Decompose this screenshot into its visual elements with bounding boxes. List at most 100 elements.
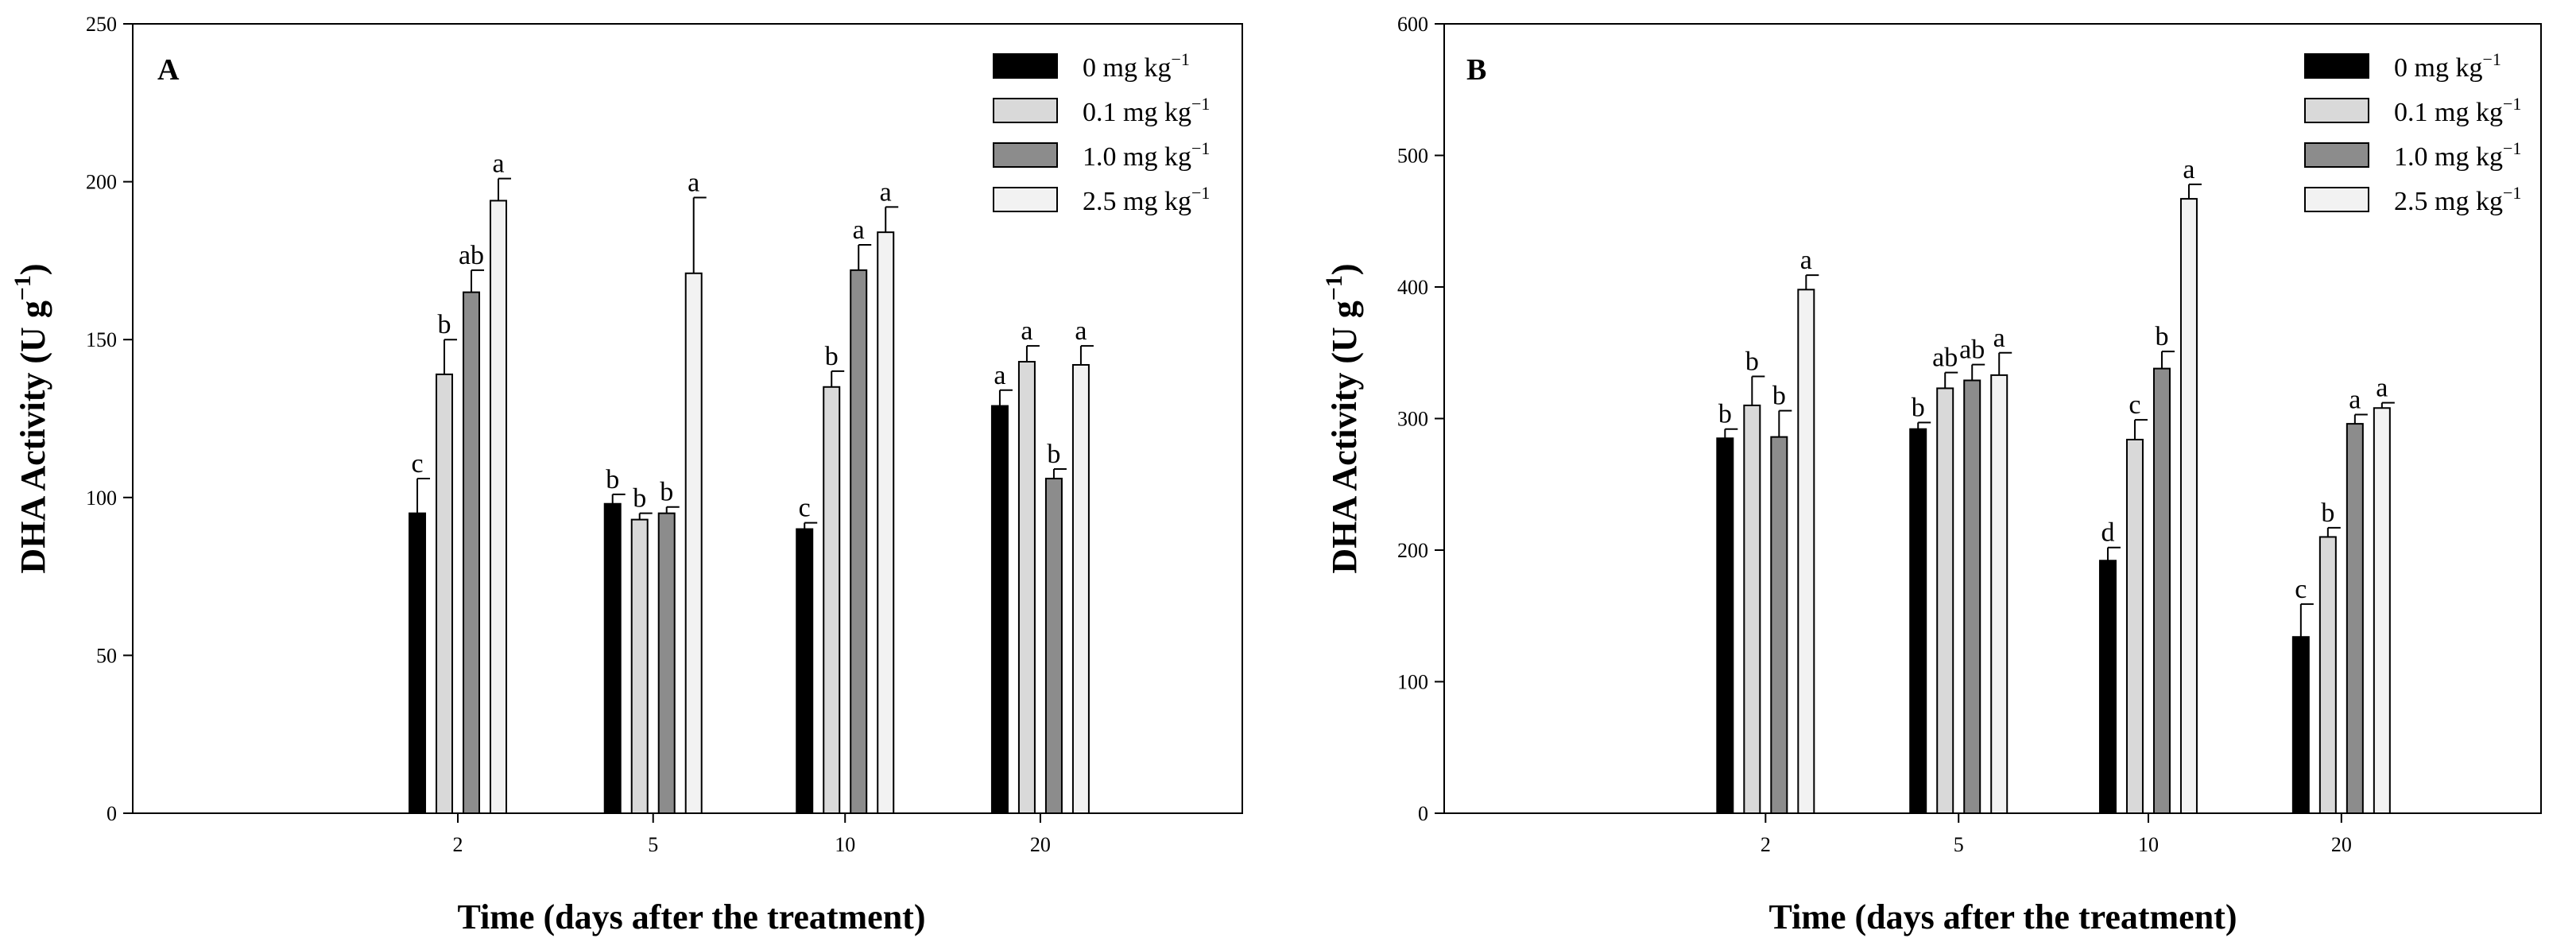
y-tick-label: 200 [86, 171, 117, 194]
significance-letter: b [825, 342, 839, 371]
legend-entry: 0.1 mg kg−1 [1083, 94, 1210, 127]
bar [436, 373, 454, 814]
x-tick-label: 10 [835, 833, 855, 856]
significance-letter: a [2183, 155, 2194, 184]
legend-entry: 1.0 mg kg−1 [1083, 138, 1210, 172]
significance-letter: ab [1932, 343, 1958, 373]
significance-letter: a [492, 149, 504, 179]
y-tick-label: 200 [1397, 539, 1428, 562]
y-tick-label: 50 [96, 644, 117, 667]
y-tick-label: 250 [86, 13, 117, 36]
significance-letter: b [606, 465, 619, 494]
legend-entry: 0.1 mg kg−1 [2394, 94, 2521, 127]
y-tick-label: 150 [86, 328, 117, 351]
bar [1909, 428, 1927, 814]
legend-swatch [2304, 142, 2369, 168]
significance-letter: b [1745, 347, 1759, 377]
x-tick-label: 5 [1954, 833, 1964, 856]
significance-letter: b [1718, 400, 1732, 429]
bar [2125, 438, 2144, 814]
legend-swatch [993, 98, 1058, 123]
bar [630, 518, 649, 814]
bar [1071, 363, 1090, 814]
legend-swatch [993, 142, 1058, 168]
significance-letter: b [1772, 382, 1786, 411]
bar [657, 512, 676, 814]
bar [1797, 289, 1815, 814]
significance-letter: b [2155, 322, 2168, 351]
bar [877, 231, 895, 815]
significance-letter: a [880, 177, 892, 207]
significance-letter: d [2101, 518, 2114, 548]
legend-entry: 0 mg kg−1 [1083, 49, 1190, 83]
y-tick-label: 600 [1397, 13, 1428, 36]
y-tick-label: 100 [86, 487, 117, 510]
bar [490, 200, 508, 814]
y-axis-title: DHA Activity (U g−1) [10, 263, 52, 573]
bar [2098, 560, 2117, 814]
legend-swatch [2304, 98, 2369, 123]
bar [2291, 636, 2310, 814]
x-tick-label: 5 [648, 833, 658, 856]
bar [409, 512, 427, 814]
significance-letter: a [688, 168, 699, 197]
legend-swatch [2304, 53, 2369, 79]
bar [2152, 367, 2171, 814]
bar [2373, 407, 2391, 814]
y-tick-label: 300 [1397, 408, 1428, 431]
x-axis-title: Time (days after the treatment) [458, 898, 926, 936]
x-tick-label: 2 [1761, 833, 1771, 856]
significance-letter: a [1075, 316, 1087, 346]
x-tick-label: 20 [1030, 833, 1051, 856]
bar [1044, 477, 1063, 815]
bar [2346, 423, 2364, 814]
legend-swatch [993, 53, 1058, 79]
x-tick-label: 20 [2331, 833, 2352, 856]
significance-letter: a [1993, 324, 2005, 353]
bar [823, 386, 841, 814]
bar [1936, 387, 1954, 814]
bar [1743, 404, 1761, 814]
significance-letter: b [1912, 393, 1925, 422]
y-axis-title: DHA Activity (U g−1) [1321, 263, 1364, 573]
y-tick-label: 400 [1397, 276, 1428, 299]
bar [1770, 436, 1788, 814]
bar [990, 405, 1009, 814]
significance-letter: c [2295, 575, 2307, 604]
significance-letter: a [853, 215, 865, 245]
bar [1963, 379, 1981, 814]
significance-letter: ab [459, 241, 484, 270]
bar [2179, 198, 2198, 815]
legend-swatch [2304, 187, 2369, 212]
bar [850, 269, 868, 815]
significance-letter: a [994, 361, 1005, 390]
y-tick-label: 500 [1397, 145, 1428, 168]
significance-letter: a [2349, 386, 2361, 415]
significance-letter: a [1021, 316, 1032, 346]
significance-letter: ab [1959, 335, 1985, 365]
legend-entry: 2.5 mg kg−1 [1083, 183, 1210, 216]
legend-entry: 2.5 mg kg−1 [2394, 183, 2521, 216]
bar [1017, 361, 1036, 814]
x-tick-label: 2 [453, 833, 463, 856]
bar [603, 502, 622, 815]
significance-letter: b [438, 310, 451, 339]
significance-letter: c [2129, 390, 2140, 420]
significance-letter: a [1800, 246, 1812, 275]
y-tick-label: 100 [1397, 671, 1428, 694]
x-axis-title: Time (days after the treatment) [1769, 898, 2237, 936]
legend-entry: 0 mg kg−1 [2394, 49, 2501, 83]
panel-label: A [157, 53, 180, 87]
y-tick-label: 0 [1418, 802, 1428, 825]
bar [796, 528, 814, 815]
y-tick-label: 0 [107, 802, 117, 825]
significance-letter: c [411, 449, 423, 479]
significance-letter: a [2376, 374, 2388, 403]
bar [1716, 437, 1734, 814]
bar [2318, 536, 2337, 814]
bar [684, 272, 703, 814]
significance-letter: b [633, 484, 646, 514]
